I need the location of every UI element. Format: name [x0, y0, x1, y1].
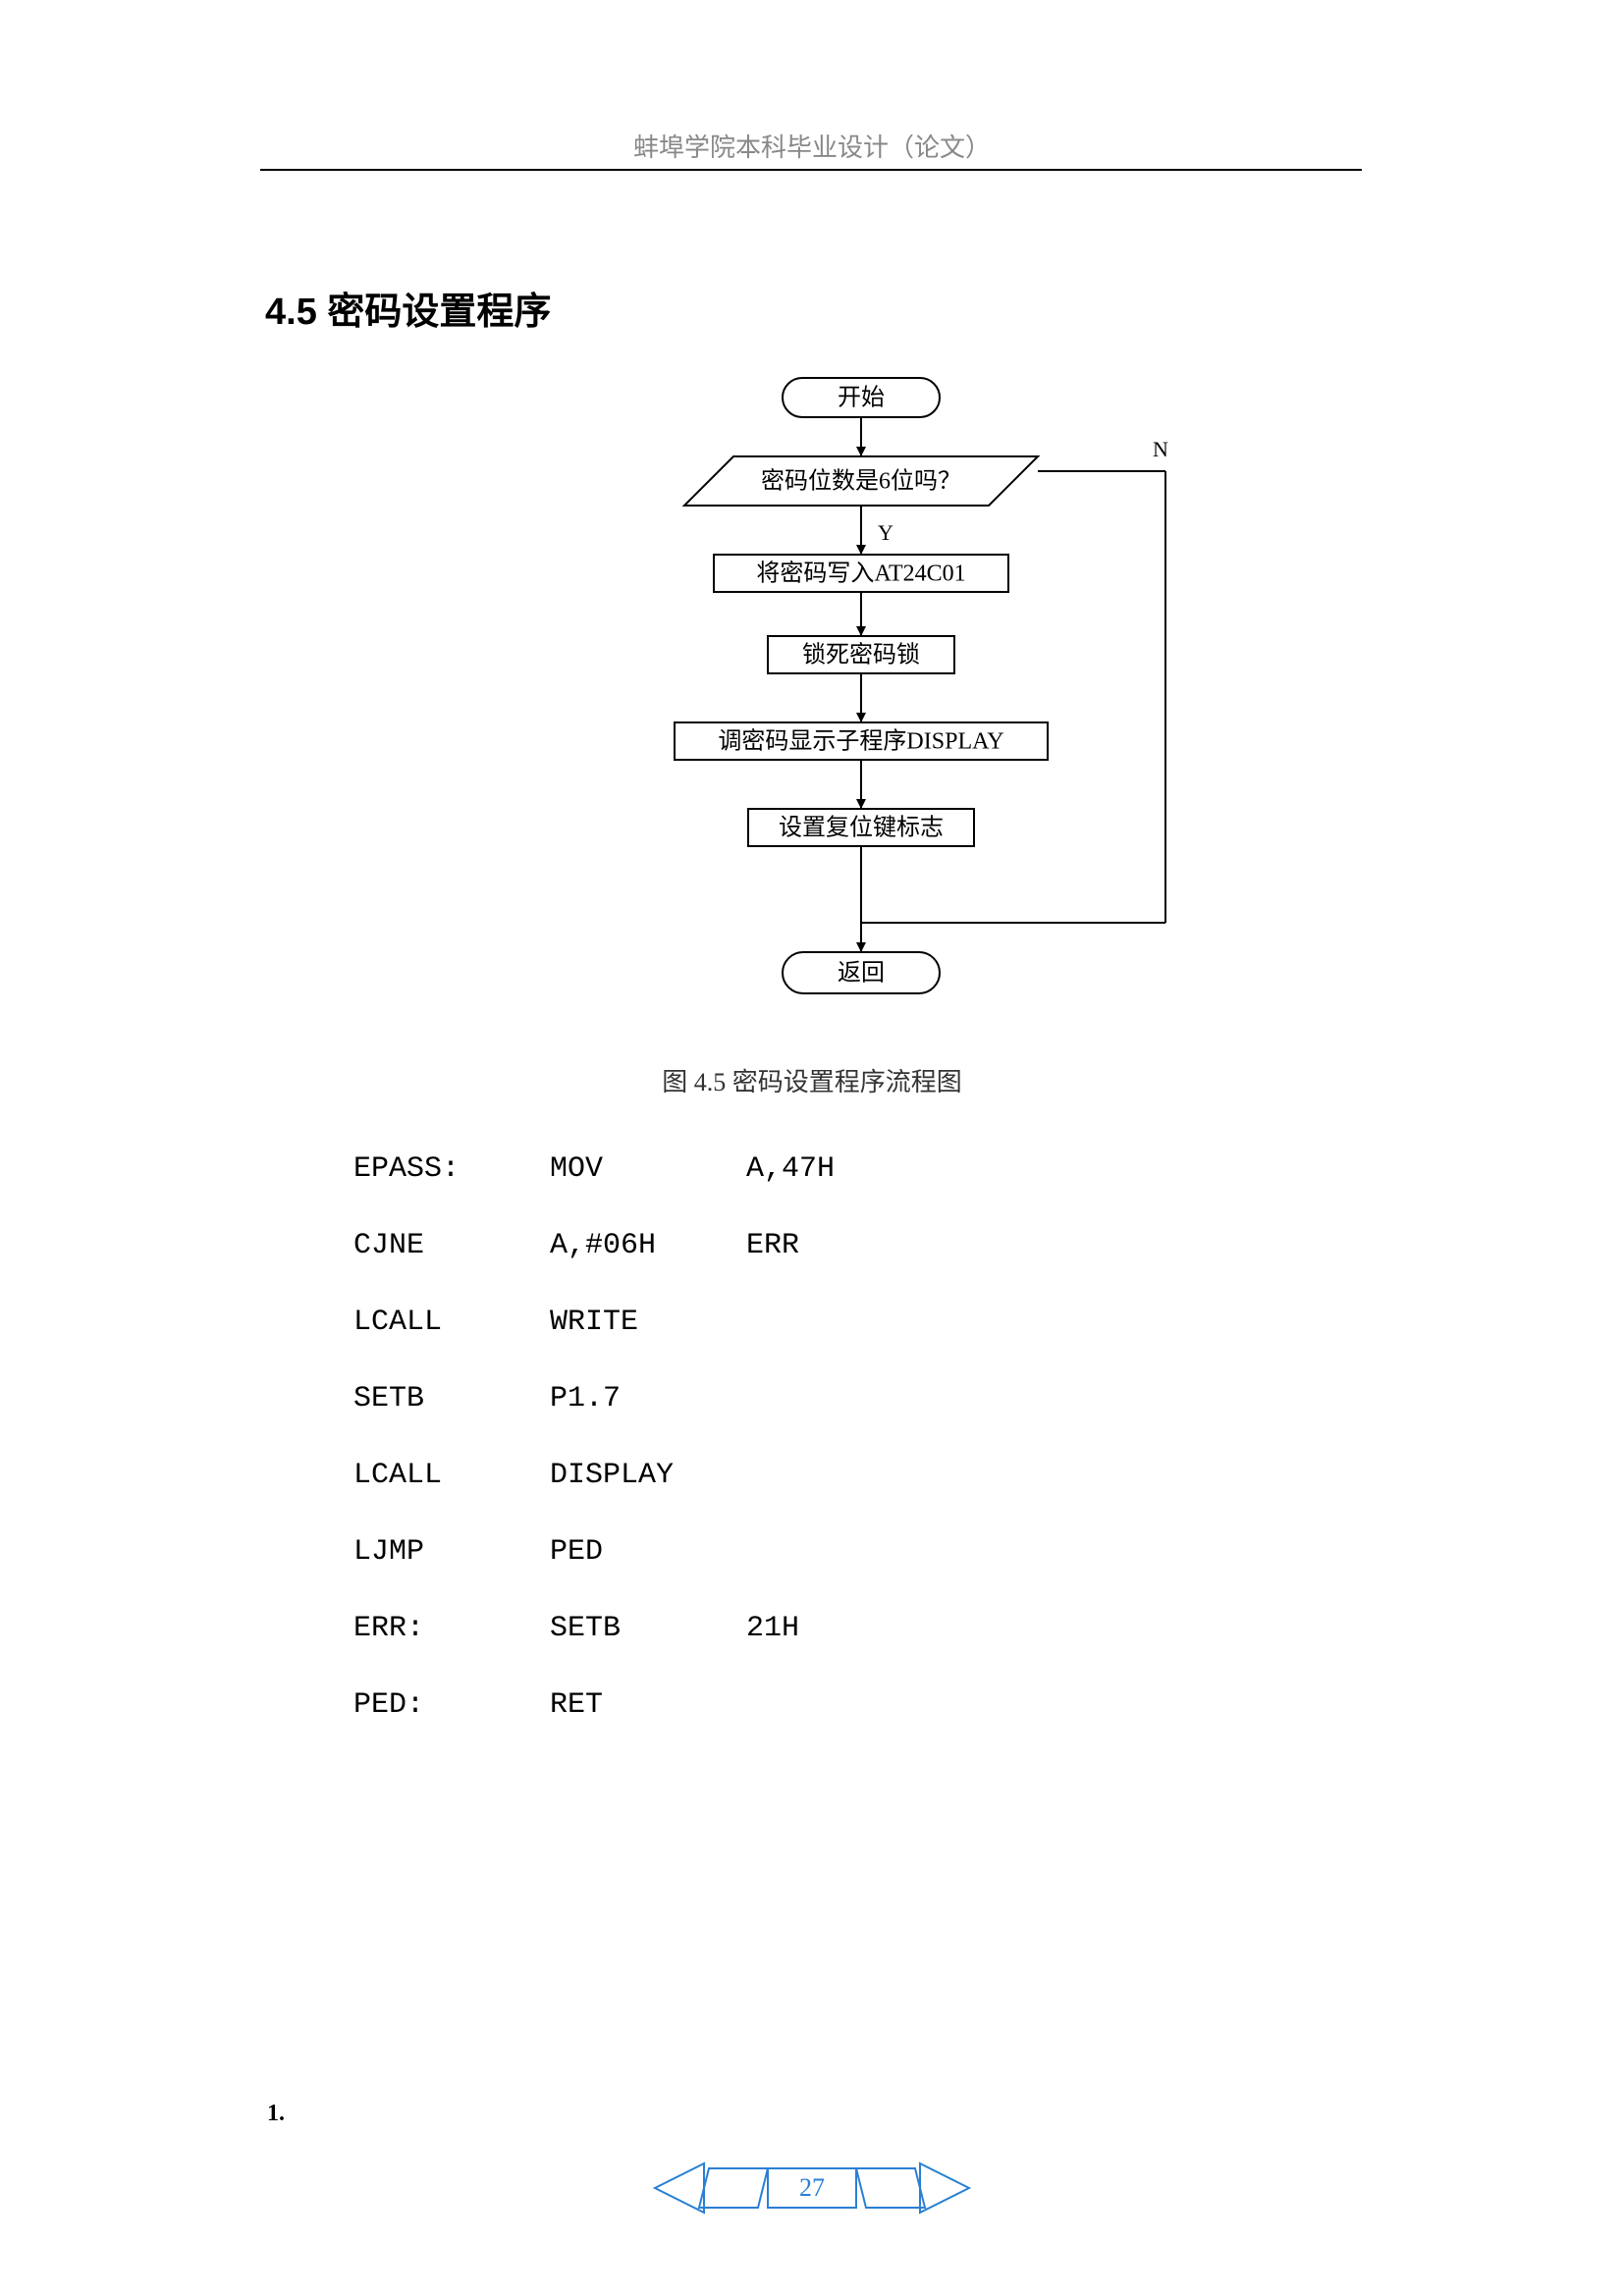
flow-return-label: 返回 [838, 960, 885, 987]
code-row: LJMPPED [353, 1514, 943, 1590]
section-title: 4.5 密码设置程序 [265, 281, 551, 335]
flow-no-label: N [1153, 437, 1168, 461]
flow-reset-label: 设置复位键标志 [779, 815, 944, 841]
flow-start-label: 开始 [838, 385, 885, 411]
page-number-banner: 27 [0, 2154, 1624, 2222]
code-cell: PED: [353, 1667, 550, 1743]
footer-marker: 1. [267, 2101, 285, 2127]
flow-display-label: 调密码显示子程序DISPLAY [718, 728, 1003, 755]
code-cell: A,#06H [550, 1207, 746, 1284]
code-cell: LCALL [353, 1437, 550, 1514]
flowchart: 开始 密码位数是6位吗？ Y N 将密码写入AT24C01 锁死密码锁 调密码显… [616, 373, 1303, 1041]
code-row: LCALLDISPLAY [353, 1437, 943, 1514]
flow-decision-label: 密码位数是6位吗？ [761, 468, 961, 495]
code-cell [746, 1361, 943, 1437]
code-cell: ERR [746, 1207, 943, 1284]
code-cell: SETB [550, 1590, 746, 1667]
code-cell [746, 1284, 943, 1361]
code-cell [746, 1437, 943, 1514]
code-cell: MOV [550, 1131, 746, 1207]
flow-yes-label: Y [878, 520, 893, 545]
code-cell: P1.7 [550, 1361, 746, 1437]
flow-write-label: 将密码写入AT24C01 [756, 561, 965, 587]
code-cell: 21H [746, 1590, 943, 1667]
code-cell: ERR: [353, 1590, 550, 1667]
code-cell: LCALL [353, 1284, 550, 1361]
code-cell: SETB [353, 1361, 550, 1437]
code-cell: RET [550, 1667, 746, 1743]
header-underline [260, 169, 1362, 171]
code-row: EPASS:MOVA,47H [353, 1131, 943, 1207]
flowchart-caption: 图 4.5 密码设置程序流程图 [0, 1062, 1624, 1098]
code-cell [746, 1667, 943, 1743]
flow-lock-label: 锁死密码锁 [802, 642, 920, 668]
code-row: PED: RET [353, 1667, 943, 1743]
code-cell: DISPLAY [550, 1437, 746, 1514]
code-cell: A,47H [746, 1131, 943, 1207]
code-cell: CJNE [353, 1207, 550, 1284]
code-cell: EPASS: [353, 1131, 550, 1207]
page-header: 蚌埠学院本科毕业设计（论文） [0, 128, 1624, 164]
code-cell: PED [550, 1514, 746, 1590]
code-row: SETBP1.7 [353, 1361, 943, 1437]
code-cell: LJMP [353, 1514, 550, 1590]
code-row: CJNEA,#06HERR [353, 1207, 943, 1284]
section-title-text: 密码设置程序 [327, 292, 551, 333]
page-number: 27 [799, 2173, 825, 2203]
code-block: EPASS:MOVA,47H CJNEA,#06HERR LCALLWRITE … [353, 1131, 943, 1743]
section-number: 4.5 [265, 292, 317, 333]
code-cell: WRITE [550, 1284, 746, 1361]
code-cell [746, 1514, 943, 1590]
code-row: LCALLWRITE [353, 1284, 943, 1361]
code-row: ERR:SETB21H [353, 1590, 943, 1667]
